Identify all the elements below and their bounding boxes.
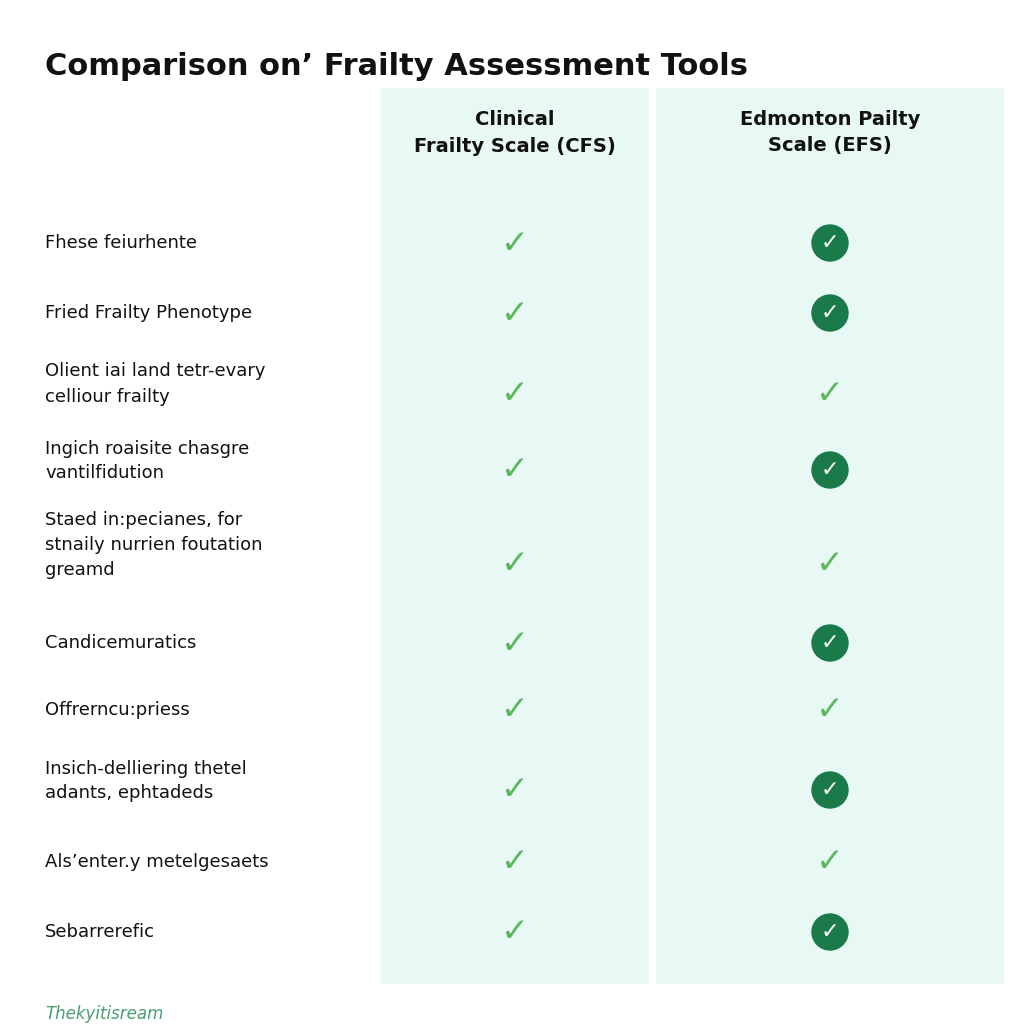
Text: ✓: ✓: [820, 303, 840, 323]
Text: Ingich roaisite chasgre
vantilfidution: Ingich roaisite chasgre vantilfidution: [45, 439, 249, 482]
Text: ✓: ✓: [816, 846, 844, 879]
Circle shape: [812, 914, 848, 950]
Text: Offrerncu:priess: Offrerncu:priess: [45, 701, 189, 719]
Text: ✓: ✓: [501, 693, 529, 726]
Text: ✓: ✓: [820, 780, 840, 800]
Text: Sebarrerefic: Sebarrerefic: [45, 923, 155, 941]
Text: ✓: ✓: [820, 460, 840, 480]
Text: ✓: ✓: [501, 547, 529, 580]
Circle shape: [812, 225, 848, 261]
Circle shape: [812, 452, 848, 488]
Text: Clinical
Frailty Scale (CFS): Clinical Frailty Scale (CFS): [414, 110, 615, 156]
Circle shape: [812, 772, 848, 808]
Text: ✓: ✓: [501, 377, 529, 410]
Text: ✓: ✓: [501, 627, 529, 659]
Text: ✓: ✓: [816, 547, 844, 580]
Circle shape: [812, 625, 848, 662]
Text: Fhese feiurhente: Fhese feiurhente: [45, 234, 197, 252]
Text: ✓: ✓: [820, 233, 840, 253]
Text: ✓: ✓: [816, 377, 844, 410]
Text: ✓: ✓: [816, 693, 844, 726]
Text: ✓: ✓: [820, 633, 840, 653]
Text: ✓: ✓: [501, 454, 529, 486]
Text: Staed in:pecianes, for
stnaily nurrien foutation
greamd: Staed in:pecianes, for stnaily nurrien f…: [45, 511, 262, 579]
Text: Candicemuratics: Candicemuratics: [45, 634, 197, 652]
Text: ✓: ✓: [820, 922, 840, 942]
Text: Fried Frailty Phenotype: Fried Frailty Phenotype: [45, 304, 252, 322]
Text: ✓: ✓: [501, 773, 529, 807]
Text: Thekyitisream: Thekyitisream: [45, 1005, 164, 1023]
Text: ✓: ✓: [501, 297, 529, 330]
Text: Edmonton Pailty
Scale (EFS): Edmonton Pailty Scale (EFS): [739, 110, 921, 156]
FancyBboxPatch shape: [381, 88, 649, 984]
FancyBboxPatch shape: [656, 88, 1004, 984]
Text: Insich-delliering thetel
adants, ephtadeds: Insich-delliering thetel adants, ephtade…: [45, 760, 247, 803]
Text: Als’enter.y metelgesaets: Als’enter.y metelgesaets: [45, 853, 268, 871]
Text: Olient iai land tetr-evary
celliour frailty: Olient iai land tetr-evary celliour frai…: [45, 362, 265, 406]
Text: Comparison on’ Frailty Assessment Tools: Comparison on’ Frailty Assessment Tools: [45, 52, 748, 81]
Circle shape: [812, 295, 848, 331]
Text: ✓: ✓: [501, 915, 529, 948]
Text: ✓: ✓: [501, 226, 529, 259]
Text: ✓: ✓: [501, 846, 529, 879]
